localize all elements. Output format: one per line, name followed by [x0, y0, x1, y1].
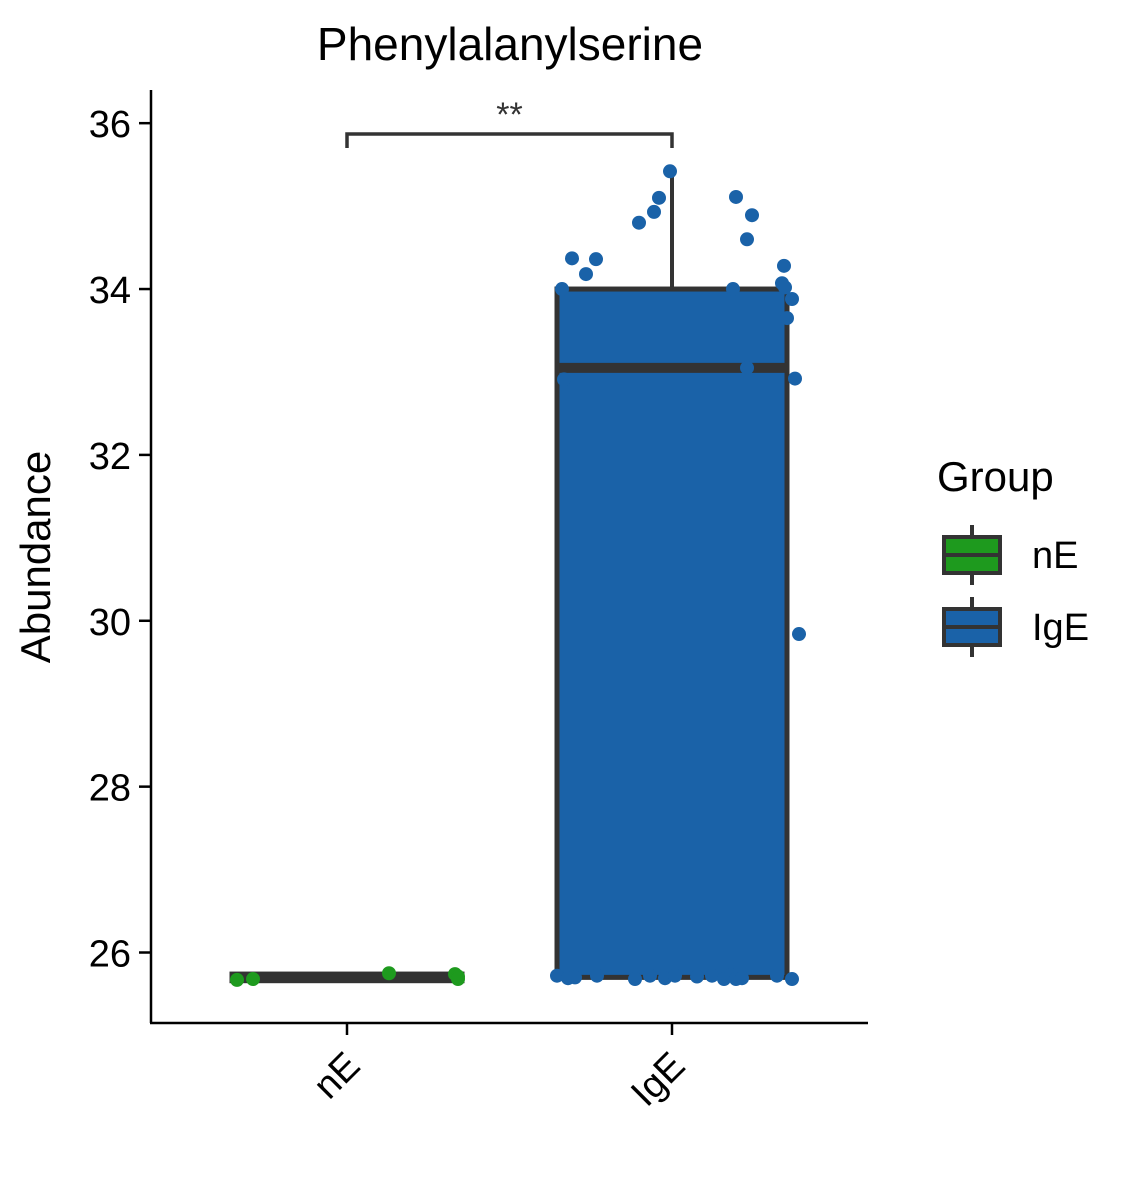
data-point-nE — [246, 972, 260, 987]
data-point-IgE — [745, 208, 759, 223]
x-axis-ticks: nE IgE — [306, 1023, 693, 1115]
data-point-IgE — [690, 969, 704, 984]
data-point-IgE — [729, 189, 743, 204]
data-point-IgE — [780, 311, 794, 326]
plot-area — [229, 164, 806, 987]
data-point-IgE — [663, 164, 677, 179]
data-point-IgE — [785, 291, 799, 306]
data-point-IgE — [778, 280, 792, 295]
data-point-IgE — [726, 282, 740, 297]
data-point-IgE — [777, 258, 791, 273]
data-point-nE — [451, 972, 465, 987]
legend: Group nE IgE — [937, 453, 1089, 657]
legend-label-nE: nE — [1032, 535, 1078, 577]
data-point-IgE — [785, 972, 799, 987]
data-point-IgE — [735, 971, 749, 986]
data-point-IgE — [555, 282, 569, 297]
y-tick-label: 30 — [89, 602, 131, 644]
y-tick-label: 36 — [89, 104, 131, 146]
data-point-IgE — [589, 252, 603, 267]
data-point-IgE — [590, 968, 604, 983]
data-point-nE — [230, 972, 244, 987]
data-point-IgE — [792, 627, 806, 642]
data-point-IgE — [557, 372, 571, 387]
significance-bracket: ** — [345, 96, 674, 148]
data-point-IgE — [565, 251, 579, 266]
y-axis-title: Abundance — [12, 451, 59, 664]
data-point-IgE — [647, 204, 661, 219]
data-point-IgE — [705, 968, 719, 983]
significance-label: ** — [496, 96, 522, 134]
data-point-IgE — [643, 968, 657, 983]
y-axis-ticks: 26 28 30 32 34 36 — [89, 104, 151, 976]
data-point-IgE — [788, 371, 802, 386]
data-point-IgE — [770, 968, 784, 983]
data-point-IgE — [579, 267, 593, 282]
data-point-IgE — [740, 232, 754, 247]
chart-title: Phenylalanylserine — [317, 18, 703, 70]
data-point-IgE — [568, 970, 582, 985]
legend-title: Group — [937, 453, 1054, 500]
data-point-IgE — [628, 972, 642, 987]
x-tick-label: IgE — [623, 1045, 693, 1115]
y-tick-label: 32 — [89, 436, 131, 478]
significance-line — [345, 132, 674, 148]
data-point-IgE — [632, 215, 646, 230]
data-point-IgE — [668, 968, 682, 983]
box-IgE — [554, 286, 790, 980]
data-point-IgE — [652, 190, 666, 205]
legend-label-IgE: IgE — [1032, 607, 1089, 649]
data-point-IgE — [740, 360, 754, 375]
data-point-IgE — [550, 968, 564, 983]
y-tick-label: 28 — [89, 768, 131, 810]
x-tick-label: nE — [306, 1045, 369, 1108]
y-tick-label: 34 — [89, 270, 131, 312]
y-tick-label: 26 — [89, 934, 131, 976]
data-point-nE — [382, 966, 396, 981]
